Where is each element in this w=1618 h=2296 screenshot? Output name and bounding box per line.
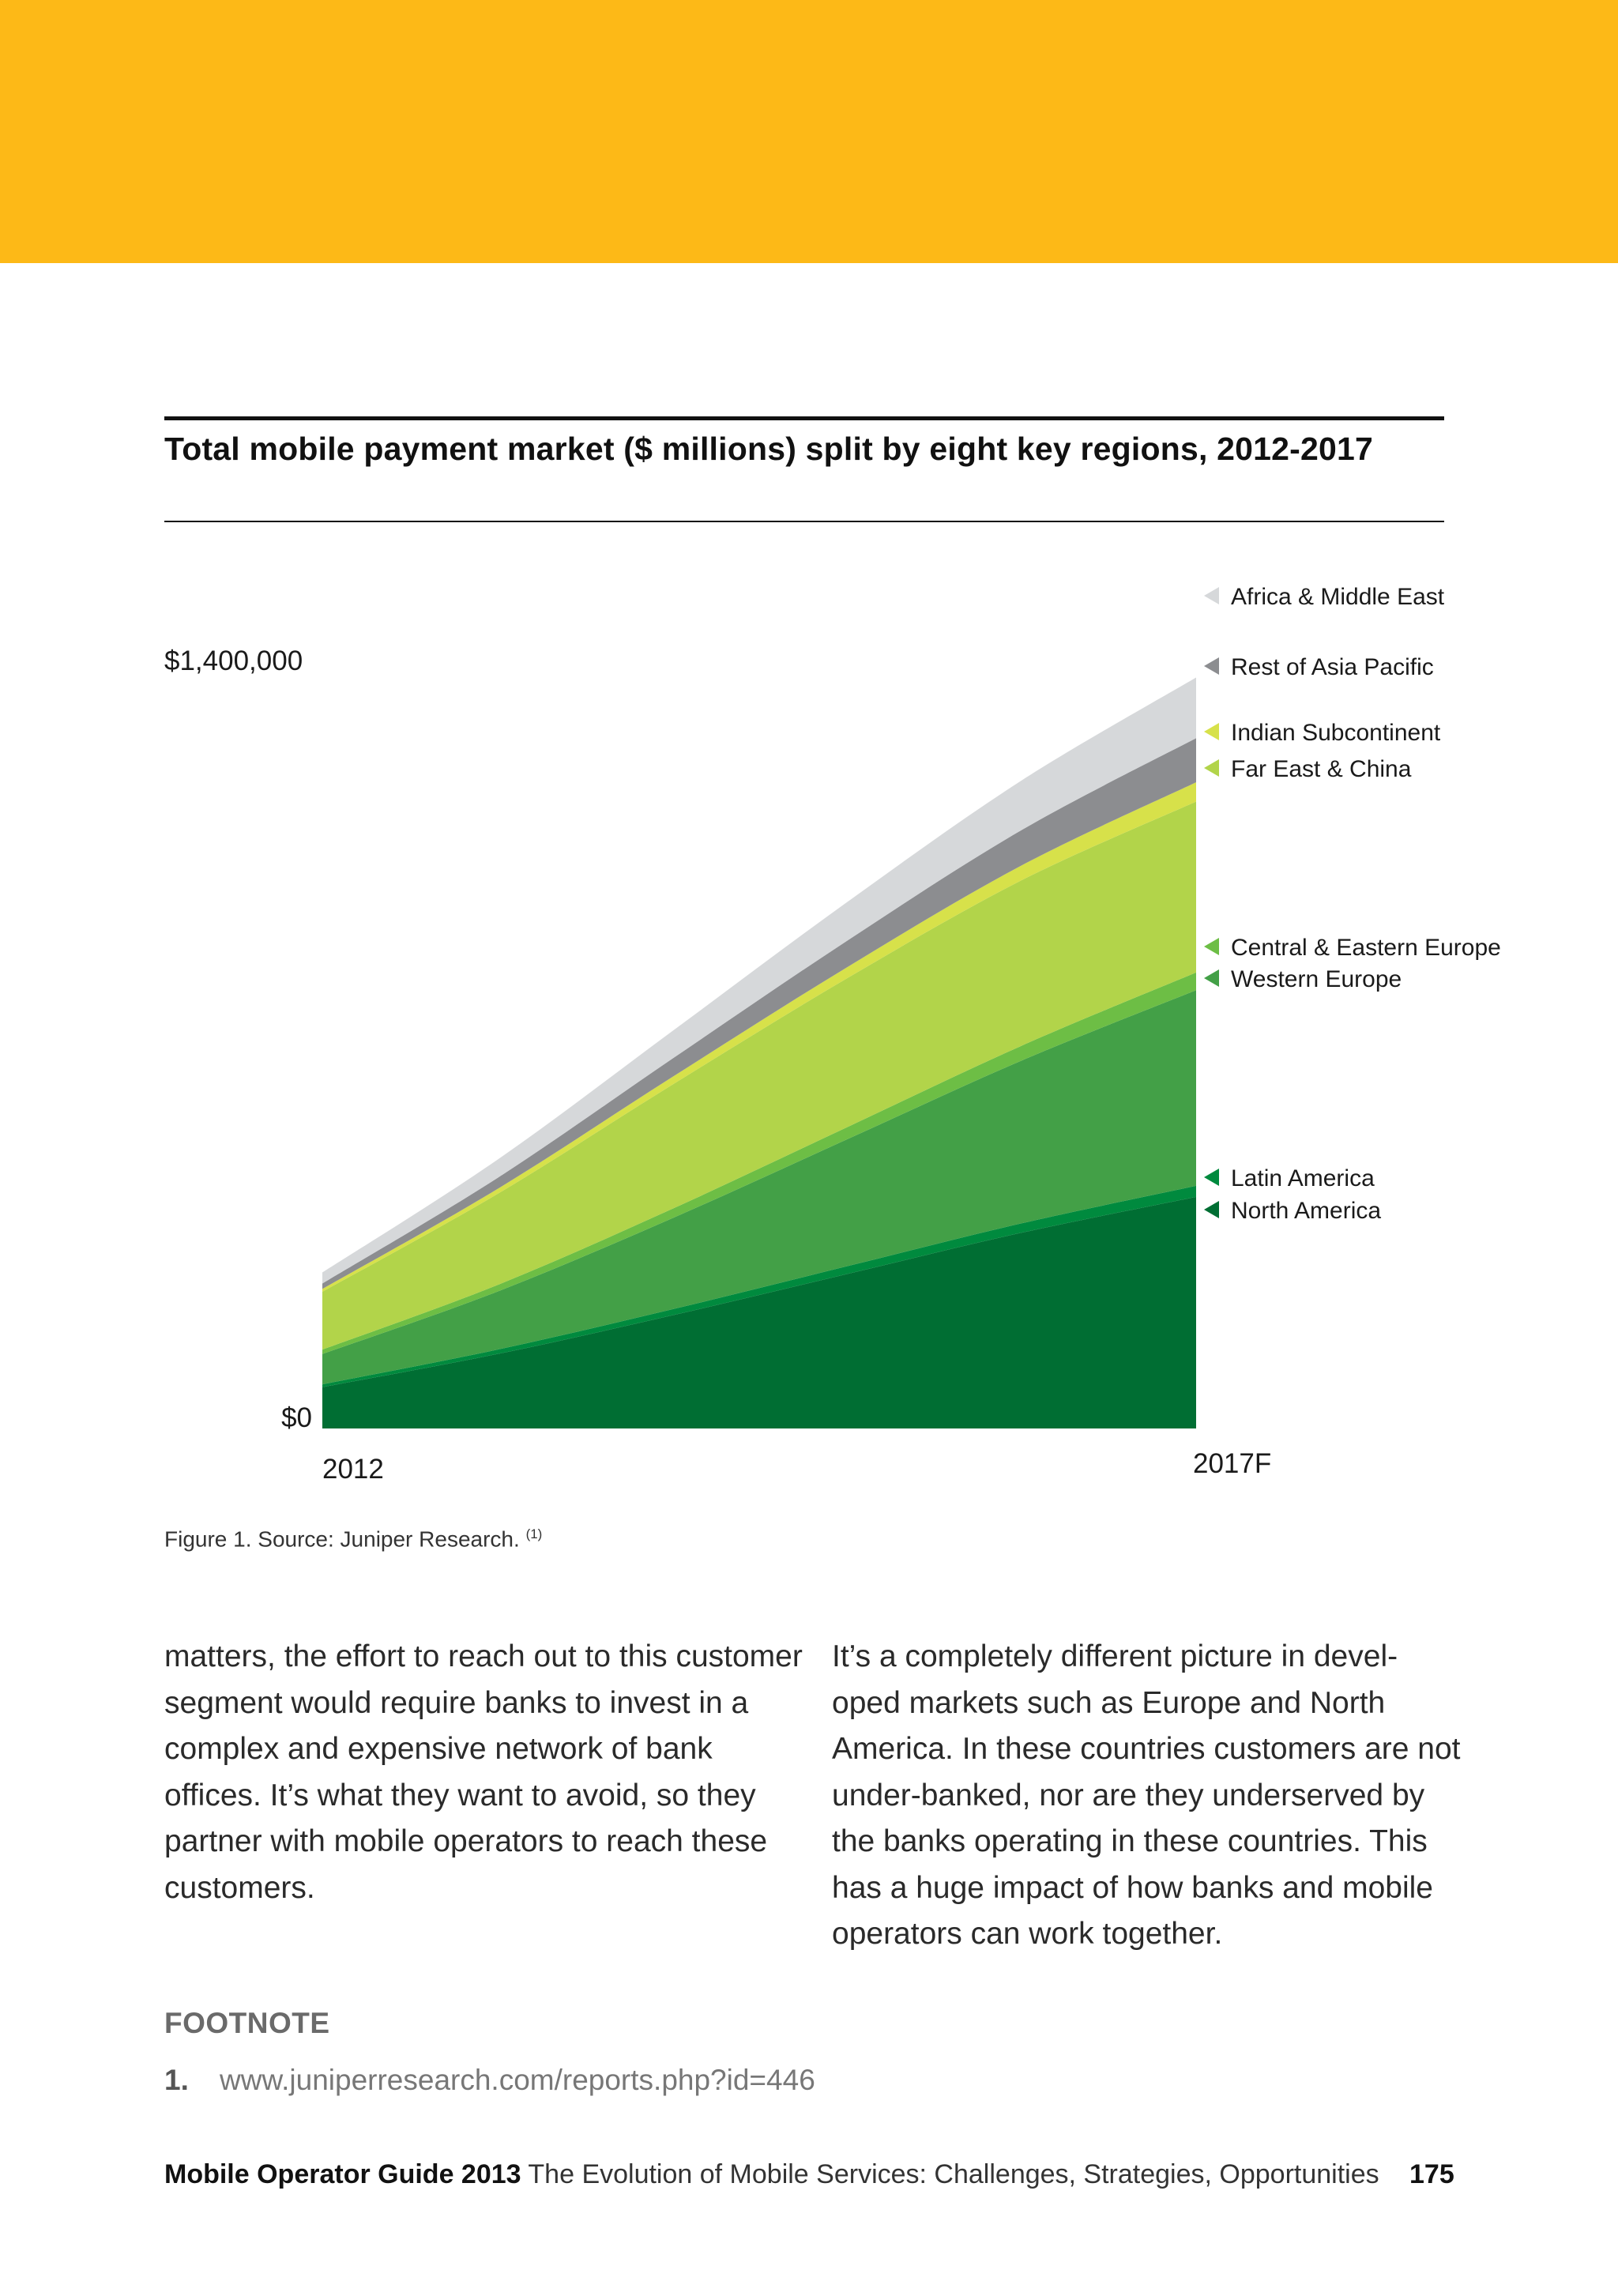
y-tick-zero: $0	[281, 1402, 312, 1433]
footnote-item: 1. www.juniperresearch.com/reports.php?id…	[164, 2064, 815, 2097]
body-column-left: matters, the effort to reach out to this…	[164, 1634, 804, 1911]
footnote-link[interactable]: www.juniperresearch.com/reports.php?id=4…	[220, 2064, 815, 2096]
footnote-number: 1.	[164, 2064, 189, 2096]
legend: Africa & Middle East Rest of Asia Pacifi…	[1231, 584, 1501, 1224]
legend-label-indian-subcontinent: Indian Subcontinent	[1231, 720, 1441, 746]
area-far-east-china	[322, 801, 1196, 1350]
figure-caption-ref: (1)	[525, 1526, 543, 1541]
body-paragraph-left: matters, the effort to reach out to this…	[164, 1639, 803, 1905]
legend-marker-latin-america	[1204, 1169, 1219, 1186]
legend-marker-indian-subcontinent	[1204, 723, 1219, 740]
area-africa-middle-east	[322, 677, 1196, 1284]
area-western-europe	[322, 990, 1196, 1385]
body-column-right: It’s a completely different picture in d…	[832, 1634, 1472, 1958]
x-tick-start: 2012	[322, 1454, 384, 1485]
footnote-heading: FOOTNOTE	[164, 2007, 330, 2039]
area-latin-america	[322, 1185, 1196, 1387]
legend-marker-western-europe	[1204, 969, 1219, 987]
legend-label-rest-of-asia-pacific: Rest of Asia Pacific	[1231, 654, 1434, 680]
area-indian-subcontinent	[322, 782, 1196, 1292]
title-bottom-rule	[164, 521, 1444, 522]
area-rest-of-asia-pacific	[322, 738, 1196, 1289]
chart-title: Total mobile payment market ($ millions)…	[164, 431, 1374, 467]
legend-marker-central-eastern-europe	[1204, 938, 1219, 955]
title-top-rule	[164, 416, 1444, 420]
footer-subtitle: The Evolution of Mobile Services: Challe…	[528, 2159, 1379, 2189]
legend-markers	[1204, 587, 1219, 1218]
legend-label-western-europe: Western Europe	[1231, 966, 1402, 992]
legend-marker-africa-middle-east	[1204, 587, 1219, 604]
legend-label-central-eastern-europe: Central & Eastern Europe	[1231, 935, 1501, 961]
figure-caption: Figure 1. Source: Juniper Research. (1)	[164, 1526, 542, 1552]
chart-areas	[322, 677, 1196, 1428]
page-footer: Mobile Operator Guide 2013 The Evolution…	[164, 2159, 1454, 2190]
figure-caption-text: Figure 1. Source: Juniper Research.	[164, 1526, 520, 1552]
legend-marker-far-east-china	[1204, 759, 1219, 777]
x-tick-end: 2017F	[1193, 1448, 1271, 1479]
page-number: 175	[1409, 2159, 1454, 2189]
area-central-eastern-europe	[322, 972, 1196, 1354]
legend-marker-rest-of-asia-pacific	[1204, 657, 1219, 675]
legend-label-latin-america: Latin America	[1231, 1165, 1375, 1191]
legend-marker-north-america	[1204, 1201, 1219, 1218]
legend-label-far-east-china: Far East & China	[1231, 756, 1412, 782]
stacked-area-chart: $1,400,000 $0 2012 2017F Africa & Middle…	[164, 584, 1501, 1485]
header-color-band	[0, 0, 1618, 263]
area-north-america	[322, 1196, 1196, 1428]
legend-label-north-america: North America	[1231, 1198, 1381, 1224]
y-tick-max: $1,400,000	[164, 646, 303, 676]
legend-label-africa-middle-east: Africa & Middle East	[1231, 584, 1445, 610]
body-paragraph-right: It’s a completely different picture in d…	[832, 1639, 1461, 1951]
footer-brand: Mobile Operator Guide 2013	[164, 2159, 521, 2189]
